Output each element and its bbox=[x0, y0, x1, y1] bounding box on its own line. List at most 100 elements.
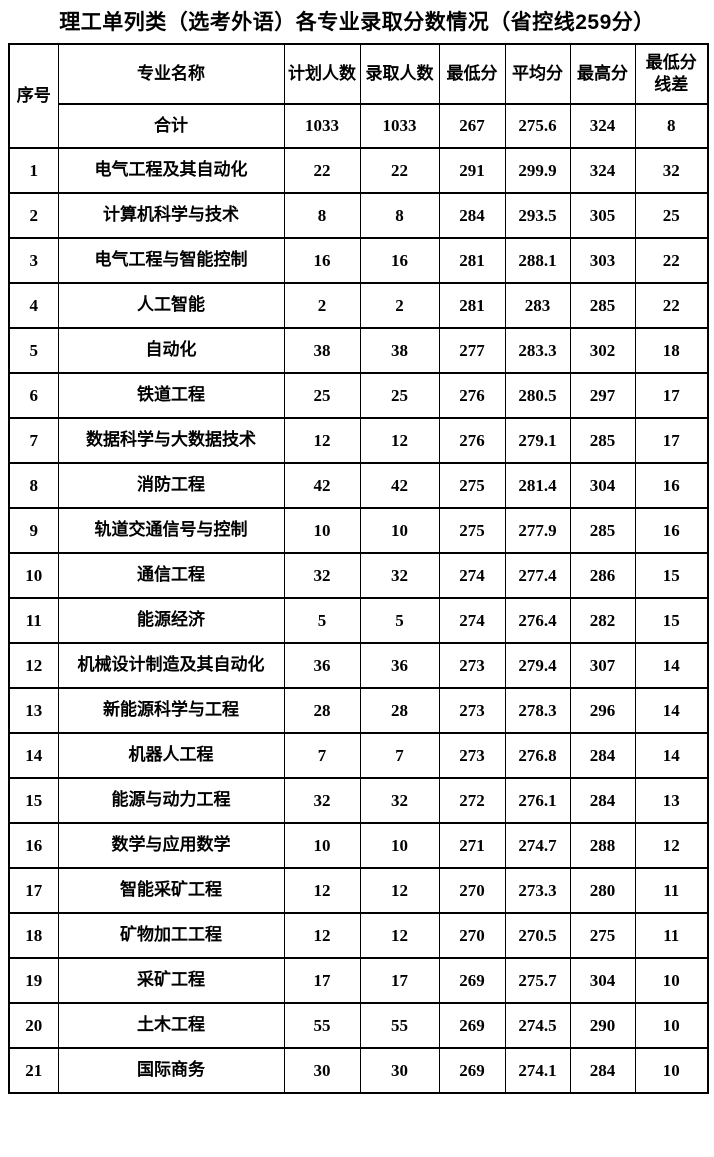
cell-min-diff: 16 bbox=[634, 507, 709, 554]
cell-admitted: 42 bbox=[359, 462, 440, 509]
cell-major: 电气工程与智能控制 bbox=[57, 237, 285, 284]
cell-index: 6 bbox=[8, 372, 59, 419]
table-row: 9 轨道交通信号与控制 10 10 275 277.9 285 16 bbox=[8, 507, 709, 554]
cell-min-score: 275 bbox=[438, 462, 506, 509]
table-row: 15 能源与动力工程 32 32 272 276.1 284 13 bbox=[8, 777, 709, 824]
col-header-avg-score: 平均分 bbox=[504, 43, 571, 105]
cell-index: 14 bbox=[8, 732, 59, 779]
cell-avg-score: 274.5 bbox=[504, 1002, 571, 1049]
cell-admitted: 10 bbox=[359, 507, 440, 554]
cell-index: 19 bbox=[8, 957, 59, 1004]
cell-index: 10 bbox=[8, 552, 59, 599]
cell-min-diff: 15 bbox=[634, 552, 709, 599]
cell-index: 8 bbox=[8, 462, 59, 509]
col-header-max-score: 最高分 bbox=[569, 43, 636, 105]
cell-plan: 16 bbox=[283, 237, 361, 284]
cell-admitted: 17 bbox=[359, 957, 440, 1004]
cell-index: 20 bbox=[8, 1002, 59, 1049]
cell-major: 数据科学与大数据技术 bbox=[57, 417, 285, 464]
cell-min-score: 269 bbox=[438, 957, 506, 1004]
table-row: 6 铁道工程 25 25 276 280.5 297 17 bbox=[8, 372, 709, 419]
cell-major: 采矿工程 bbox=[57, 957, 285, 1004]
total-min-score: 267 bbox=[438, 103, 506, 149]
cell-major: 新能源科学与工程 bbox=[57, 687, 285, 734]
cell-max-score: 284 bbox=[569, 777, 636, 824]
cell-max-score: 282 bbox=[569, 597, 636, 644]
cell-max-score: 290 bbox=[569, 1002, 636, 1049]
cell-admitted: 55 bbox=[359, 1002, 440, 1049]
cell-index: 4 bbox=[8, 282, 59, 329]
cell-admitted: 7 bbox=[359, 732, 440, 779]
cell-index: 16 bbox=[8, 822, 59, 869]
table-body: 序号 专业名称 计划人数 录取人数 最低分 平均分 最高分 最低分 线差 合计 1… bbox=[8, 43, 709, 1094]
cell-plan: 8 bbox=[283, 192, 361, 239]
cell-avg-score: 278.3 bbox=[504, 687, 571, 734]
cell-major: 能源与动力工程 bbox=[57, 777, 285, 824]
cell-avg-score: 274.1 bbox=[504, 1047, 571, 1094]
col-header-min-diff-line2: 线差 bbox=[654, 75, 689, 94]
cell-min-score: 276 bbox=[438, 417, 506, 464]
cell-min-score: 276 bbox=[438, 372, 506, 419]
col-header-min-diff: 最低分 线差 bbox=[634, 43, 709, 105]
col-header-index: 序号 bbox=[8, 43, 59, 149]
cell-min-score: 281 bbox=[438, 282, 506, 329]
cell-index: 5 bbox=[8, 327, 59, 374]
cell-max-score: 285 bbox=[569, 417, 636, 464]
cell-admitted: 36 bbox=[359, 642, 440, 689]
cell-plan: 10 bbox=[283, 822, 361, 869]
table-row: 8 消防工程 42 42 275 281.4 304 16 bbox=[8, 462, 709, 509]
table-row: 3 电气工程与智能控制 16 16 281 288.1 303 22 bbox=[8, 237, 709, 284]
cell-min-score: 269 bbox=[438, 1047, 506, 1094]
cell-min-score: 271 bbox=[438, 822, 506, 869]
cell-max-score: 285 bbox=[569, 282, 636, 329]
cell-min-diff: 14 bbox=[634, 687, 709, 734]
cell-plan: 12 bbox=[283, 867, 361, 914]
cell-avg-score: 276.8 bbox=[504, 732, 571, 779]
cell-plan: 10 bbox=[283, 507, 361, 554]
table-row: 18 矿物加工工程 12 12 270 270.5 275 11 bbox=[8, 912, 709, 959]
cell-major: 轨道交通信号与控制 bbox=[57, 507, 285, 554]
cell-admitted: 12 bbox=[359, 417, 440, 464]
cell-min-score: 273 bbox=[438, 732, 506, 779]
cell-major: 电气工程及其自动化 bbox=[57, 147, 285, 194]
cell-admitted: 10 bbox=[359, 822, 440, 869]
table-row: 10 通信工程 32 32 274 277.4 286 15 bbox=[8, 552, 709, 599]
cell-plan: 32 bbox=[283, 777, 361, 824]
cell-admitted: 32 bbox=[359, 777, 440, 824]
cell-admitted: 38 bbox=[359, 327, 440, 374]
cell-plan: 22 bbox=[283, 147, 361, 194]
cell-index: 18 bbox=[8, 912, 59, 959]
cell-min-score: 277 bbox=[438, 327, 506, 374]
cell-min-score: 281 bbox=[438, 237, 506, 284]
cell-avg-score: 288.1 bbox=[504, 237, 571, 284]
cell-min-diff: 18 bbox=[634, 327, 709, 374]
cell-max-score: 305 bbox=[569, 192, 636, 239]
cell-min-diff: 12 bbox=[634, 822, 709, 869]
cell-min-diff: 14 bbox=[634, 732, 709, 779]
cell-min-diff: 13 bbox=[634, 777, 709, 824]
table-row: 5 自动化 38 38 277 283.3 302 18 bbox=[8, 327, 709, 374]
col-header-min-diff-line1: 最低分 bbox=[645, 52, 697, 72]
cell-avg-score: 280.5 bbox=[504, 372, 571, 419]
table-row: 20 土木工程 55 55 269 274.5 290 10 bbox=[8, 1002, 709, 1049]
cell-min-score: 275 bbox=[438, 507, 506, 554]
cell-index: 17 bbox=[8, 867, 59, 914]
cell-admitted: 2 bbox=[359, 282, 440, 329]
cell-avg-score: 279.4 bbox=[504, 642, 571, 689]
cell-plan: 28 bbox=[283, 687, 361, 734]
cell-admitted: 25 bbox=[359, 372, 440, 419]
cell-min-score: 274 bbox=[438, 597, 506, 644]
cell-admitted: 22 bbox=[359, 147, 440, 194]
table-row: 14 机器人工程 7 7 273 276.8 284 14 bbox=[8, 732, 709, 779]
cell-max-score: 297 bbox=[569, 372, 636, 419]
cell-max-score: 304 bbox=[569, 957, 636, 1004]
cell-plan: 36 bbox=[283, 642, 361, 689]
cell-plan: 7 bbox=[283, 732, 361, 779]
cell-min-score: 274 bbox=[438, 552, 506, 599]
table-row: 19 采矿工程 17 17 269 275.7 304 10 bbox=[8, 957, 709, 1004]
cell-avg-score: 273.3 bbox=[504, 867, 571, 914]
cell-min-diff: 16 bbox=[634, 462, 709, 509]
cell-major: 人工智能 bbox=[57, 282, 285, 329]
cell-admitted: 28 bbox=[359, 687, 440, 734]
cell-admitted: 16 bbox=[359, 237, 440, 284]
